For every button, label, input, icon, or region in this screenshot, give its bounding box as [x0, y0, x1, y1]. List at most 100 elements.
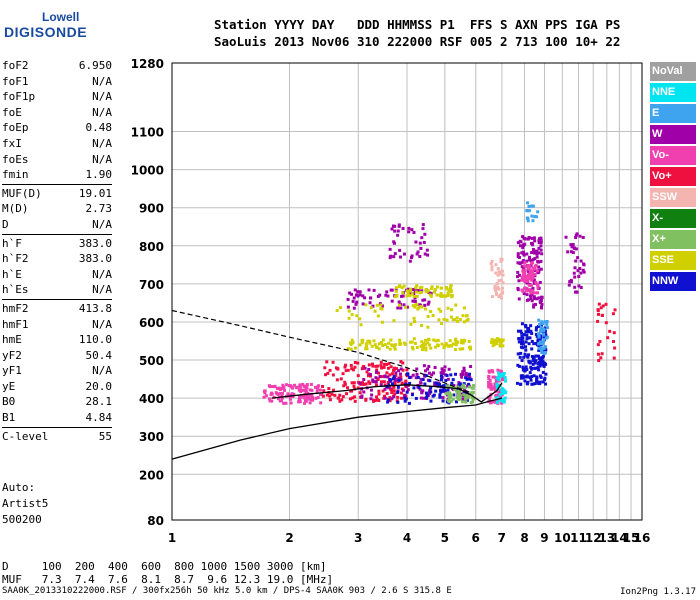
echo-point [529, 283, 533, 287]
echo-point [349, 389, 353, 393]
echo-point [415, 284, 419, 288]
echo-point [499, 344, 503, 348]
echo-point [383, 374, 387, 378]
echo-point [385, 345, 389, 349]
echo-point [394, 343, 398, 347]
echo-point [282, 387, 286, 391]
echo-point [527, 298, 531, 302]
echo-point [449, 293, 453, 297]
echo-point [377, 371, 381, 375]
echo-point [613, 346, 617, 350]
echo-point [458, 318, 462, 322]
echo-point [409, 340, 413, 344]
echo-point [492, 341, 496, 345]
echo-point [539, 236, 543, 240]
echo-point [420, 391, 424, 395]
echo-point [520, 275, 524, 279]
param-row: yE 20.0 [2, 379, 112, 395]
echo-point [494, 339, 498, 343]
echo-point [497, 279, 501, 283]
echo-point [392, 375, 396, 379]
echo-point [420, 323, 424, 327]
echo-point [368, 381, 372, 385]
echo-point [571, 243, 575, 247]
y-tick-label: 1100 [131, 126, 164, 140]
echo-point [419, 344, 423, 348]
echo-point [364, 342, 368, 346]
echo-point [522, 268, 526, 272]
x-tick-label: 15 [623, 531, 640, 545]
echo-point [489, 383, 493, 387]
echo-point [420, 285, 424, 289]
param-row: fmin 1.90 [2, 167, 112, 183]
echo-point [459, 373, 463, 377]
echo-point [301, 388, 305, 392]
echo-point [566, 250, 570, 254]
echo-point [543, 329, 547, 333]
echo-point [502, 372, 506, 376]
echo-point [286, 392, 290, 396]
echo-point [432, 290, 436, 294]
echo-point [517, 337, 521, 341]
echo-point [358, 381, 362, 385]
echo-point [441, 389, 445, 393]
echo-point [270, 392, 274, 396]
echo-point [543, 332, 547, 336]
param-value: N/A [92, 267, 112, 281]
param-value: 383.0 [78, 236, 112, 250]
param-row: foF1p N/A [2, 89, 112, 105]
echo-point [426, 314, 430, 318]
echo-point [533, 366, 537, 370]
echo-point [419, 377, 423, 381]
echo-point [343, 380, 347, 384]
param-row: B0 28.1 [2, 394, 112, 410]
echo-point [297, 400, 301, 404]
echo-point [424, 391, 428, 395]
echo-point [348, 397, 352, 401]
echo-point [331, 388, 335, 392]
echo-point [390, 388, 394, 392]
echo-point [413, 320, 417, 324]
echo-point [541, 370, 545, 374]
echo-point [419, 246, 423, 250]
echo-point [516, 252, 520, 256]
echo-point [346, 368, 350, 372]
param-row: h`Es N/A [2, 282, 112, 298]
echo-point [535, 269, 539, 273]
echo-point [262, 395, 266, 399]
echo-point [398, 248, 402, 252]
param-key: C-level [2, 429, 49, 443]
echo-point [537, 251, 541, 255]
echo-point [522, 236, 526, 240]
echo-point [393, 378, 397, 382]
x-tick-label: 7 [498, 531, 506, 545]
echo-point [449, 373, 453, 377]
echo-point [373, 398, 377, 402]
echo-point [402, 303, 406, 307]
echo-point [398, 338, 402, 342]
echo-point [470, 386, 474, 390]
echo-point [469, 365, 473, 369]
echo-point [404, 305, 408, 309]
echo-point [387, 341, 391, 345]
echo-point [493, 382, 497, 386]
echo-point [455, 319, 459, 323]
echo-point [458, 347, 462, 351]
echo-point [348, 291, 352, 295]
echo-point [531, 362, 535, 366]
param-key: D [2, 217, 9, 231]
dashed-trace-curve [171, 309, 471, 393]
echo-point [298, 400, 302, 404]
echo-point [544, 336, 548, 340]
echo-point [457, 383, 461, 387]
echo-point [464, 395, 468, 399]
echo-point [464, 376, 468, 380]
echo-point [399, 391, 403, 395]
echo-point [523, 379, 527, 383]
echo-point [394, 371, 398, 375]
echo-point [365, 370, 369, 374]
echo-point [418, 291, 422, 295]
echo-point [498, 374, 502, 378]
echo-point [471, 390, 475, 394]
echo-point [398, 372, 402, 376]
